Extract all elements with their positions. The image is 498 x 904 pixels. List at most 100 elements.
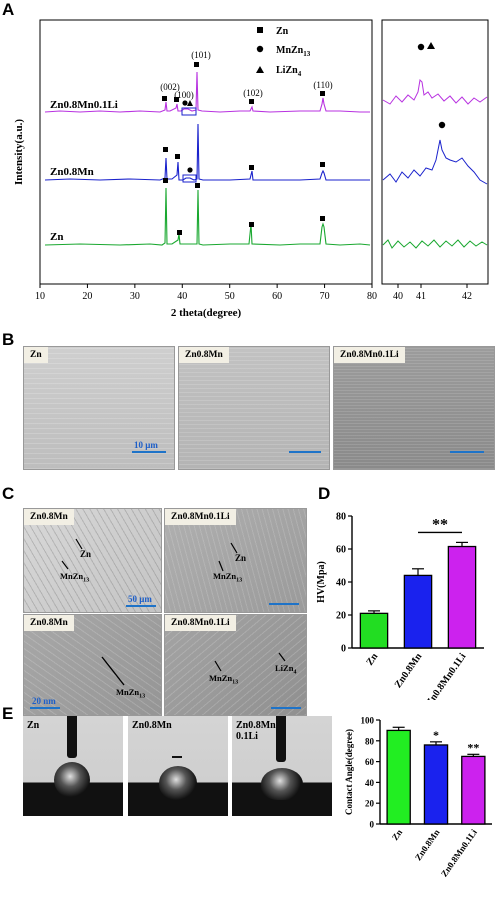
sem-c-label: Zn0.8Mn bbox=[24, 509, 74, 525]
sem-c-label: Zn0.8Mn0.1Li bbox=[165, 615, 236, 631]
y-tick-label: 100 bbox=[361, 716, 375, 726]
legend-mnzn: MnZn13 bbox=[276, 45, 311, 58]
bar bbox=[403, 574, 433, 649]
scale-bar bbox=[126, 605, 156, 607]
peak-label-101: (101) bbox=[191, 50, 211, 60]
sem-b-image-li: Zn0.8Mn0.1Li bbox=[333, 346, 495, 470]
contact-angle-chart: 0 20 40 60 80 100 Contact Angle(degree) Zn Zn0.8… bbox=[344, 716, 492, 879]
y-axis-label: HV(Mpa) bbox=[316, 561, 327, 603]
peak-label-100: (100) bbox=[174, 90, 194, 100]
y-tick-label: 40 bbox=[336, 578, 346, 589]
sem-b-label: Zn bbox=[24, 347, 48, 363]
panel-letter-a: A bbox=[2, 0, 15, 19]
significance-mark: ** bbox=[467, 740, 479, 754]
xrd-sample-label-li: Zn0.8Mn0.1Li bbox=[50, 99, 118, 111]
xrd-inset-trace-zn bbox=[382, 239, 488, 249]
arrow-label-mnzn: MnZn13 bbox=[60, 571, 90, 584]
sem-c-image-4: Zn0.8Mn0.1Li MnZn13 LiZn4 bbox=[164, 614, 307, 716]
xrd-xtick-label: 50 bbox=[225, 291, 235, 302]
scale-bar bbox=[30, 707, 60, 709]
arrow-label-mnzn: MnZn13 bbox=[116, 687, 146, 700]
y-tick-label: 20 bbox=[365, 799, 375, 809]
legend-square-icon bbox=[257, 27, 263, 33]
xrd-trace-mn bbox=[44, 123, 370, 181]
y-axis-label: Contact Angle(degree) bbox=[344, 729, 354, 815]
xrd-figure: 10 20 30 40 50 60 70 80 Intensity(a.u.) 2 theta… bbox=[13, 19, 489, 319]
sem-b-image-mn: Zn0.8Mn bbox=[178, 346, 330, 470]
scale-bar bbox=[269, 603, 299, 605]
sem-c-image-2: Zn0.8Mn0.1Li Zn MnZn13 bbox=[164, 508, 307, 613]
scale-text: 20 nm bbox=[32, 696, 56, 706]
y-tick-label: 0 bbox=[341, 644, 346, 655]
sem-b-label: Zn0.8Mn0.1Li bbox=[334, 347, 405, 363]
bar bbox=[386, 729, 411, 825]
xrd-xtick-label: 20 bbox=[82, 291, 92, 302]
xrd-ylabel: Intensity(a.u.) bbox=[13, 119, 25, 185]
x-tick-label: Zn0.8Mn bbox=[393, 651, 425, 690]
x-tick-label: Zn0.8Mn bbox=[413, 827, 442, 862]
contact-image-mn: Zn0.8Mn bbox=[128, 716, 228, 816]
xrd-xticks: 10 20 30 40 50 60 70 80 bbox=[35, 284, 377, 302]
xrd-trace-zn bbox=[44, 187, 371, 246]
contact-label-li: Zn0.8Mn 0.1Li bbox=[236, 720, 276, 742]
sem-c-label: Zn0.8Mn bbox=[24, 615, 74, 631]
x-tick-label: Zn bbox=[390, 827, 405, 842]
peak-label-102: (102) bbox=[243, 88, 263, 98]
sem-c-image-3: Zn0.8Mn MnZn13 20 nm bbox=[23, 614, 162, 716]
xrd-xlabel: 2 theta(degree) bbox=[171, 307, 242, 319]
legend-circle-icon bbox=[256, 45, 264, 53]
xrd-xtick-label: 10 bbox=[35, 291, 45, 302]
peak-label-002: (002) bbox=[160, 82, 180, 92]
arrow-label-lizn: LiZn4 bbox=[275, 663, 297, 676]
xrd-inset-trace-li bbox=[382, 78, 488, 105]
xrd-inset-xtick-label: 41 bbox=[416, 291, 426, 302]
bar bbox=[447, 545, 477, 649]
panel-letter-b: B bbox=[2, 330, 15, 349]
significance-mark: * bbox=[433, 728, 439, 742]
contact-label-mn: Zn0.8Mn bbox=[132, 720, 172, 731]
scale-text: 50 μm bbox=[128, 594, 152, 604]
contact-label-zn: Zn bbox=[27, 720, 40, 731]
bar bbox=[461, 755, 486, 825]
xrd-sample-label-zn: Zn bbox=[50, 231, 63, 243]
y-tick-label: 80 bbox=[365, 736, 375, 746]
bar bbox=[359, 612, 389, 649]
legend-zn: Zn bbox=[276, 26, 289, 37]
xrd-main-frame bbox=[39, 19, 373, 285]
panel-letter-c: C bbox=[2, 484, 15, 503]
xrd-inset-xticks: 40 41 42 bbox=[393, 284, 472, 302]
scale-bar bbox=[271, 707, 301, 709]
panel-letter-e: E bbox=[2, 704, 14, 723]
scale-bar bbox=[289, 451, 321, 453]
legend-lizn: LiZn4 bbox=[276, 65, 302, 78]
x-tick-label: Zn0.8Mn0.1Li bbox=[439, 827, 479, 879]
sem-b-label: Zn0.8Mn bbox=[179, 347, 229, 363]
xrd-xtick-label: 80 bbox=[367, 291, 377, 302]
xrd-xtick-label: 40 bbox=[177, 291, 187, 302]
legend-triangle-icon bbox=[256, 66, 264, 73]
hv-bar-chart: 0 20 40 60 80 HV(Mpa) Zn Zn0.8Mn Zn0.8Mn0.1Li ** bbox=[316, 512, 484, 700]
scale-bar bbox=[132, 451, 166, 453]
xrd-inset-xtick-label: 42 bbox=[462, 291, 472, 302]
contact-image-li: Zn0.8Mn 0.1Li bbox=[232, 716, 332, 816]
x-tick-label: Zn0.8Mn0.1Li bbox=[424, 651, 469, 700]
arrow-label-mnzn: MnZn13 bbox=[213, 571, 243, 584]
xrd-xtick-label: 60 bbox=[272, 291, 282, 302]
y-tick-label: 0 bbox=[370, 820, 375, 830]
xrd-inset-frame bbox=[381, 19, 489, 285]
xrd-xtick-label: 70 bbox=[320, 291, 330, 302]
arrow-label-zn: Zn bbox=[80, 549, 92, 559]
sem-b-image-zn: Zn 10 μm bbox=[23, 346, 175, 470]
xrd-sample-label-mn: Zn0.8Mn bbox=[50, 166, 94, 178]
sem-c-label: Zn0.8Mn0.1Li bbox=[165, 509, 236, 525]
scale-text: 10 μm bbox=[134, 440, 158, 450]
scale-bar bbox=[450, 451, 484, 453]
sem-c-image-1: Zn0.8Mn Zn MnZn13 50 μm bbox=[23, 508, 162, 613]
y-tick-label: 20 bbox=[336, 611, 346, 622]
xrd-xtick-label: 30 bbox=[130, 291, 140, 302]
bar bbox=[423, 744, 449, 825]
y-tick-label: 80 bbox=[336, 512, 346, 523]
significance-mark: ** bbox=[432, 516, 448, 533]
x-tick-label: Zn bbox=[364, 651, 380, 668]
panel-letter-d: D bbox=[318, 484, 331, 503]
